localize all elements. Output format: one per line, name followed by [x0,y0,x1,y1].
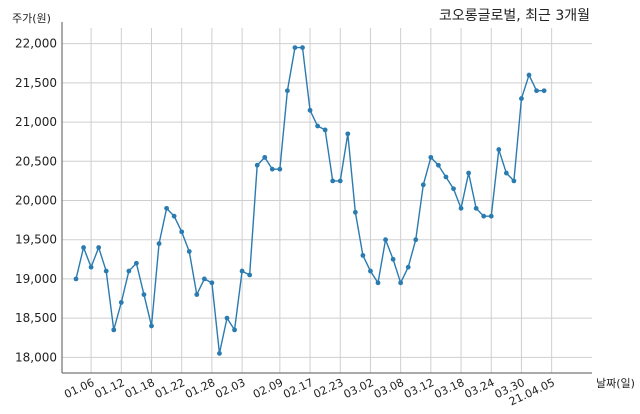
data-point [232,327,237,333]
data-point [254,162,260,168]
x-tick-label: 01.12 [93,376,127,401]
data-point [534,88,539,94]
data-point [330,178,336,184]
data-point [262,154,268,160]
grid [62,28,592,373]
x-tick-label: 03.18 [432,376,466,401]
data-point [473,205,479,211]
x-tick-label: 02.03 [213,376,247,401]
x-tick-label: 03.08 [372,376,406,401]
chart-title: 코오롱글로벌, 최근 3개월 [439,8,590,24]
data-point [111,327,117,333]
data-point [420,182,426,188]
x-tick-label: 02.17 [281,376,315,401]
series [73,45,547,356]
data-point [405,264,411,270]
data-point [300,45,305,51]
data-point [156,241,162,247]
x-axis-label: 날짜(일) [596,376,635,390]
data-point [496,147,502,152]
data-point [269,166,275,172]
data-point [360,252,366,258]
data-point [488,213,494,219]
y-tick-label: 19,000 [15,272,57,286]
data-point [443,174,449,180]
data-point [436,162,441,168]
y-tick-label: 19,500 [15,233,57,247]
data-point [390,256,396,262]
data-point [118,300,124,305]
y-tick-label: 20,000 [15,194,57,208]
data-point [368,268,373,274]
data-point [171,213,177,219]
data-point [134,260,139,266]
data-point [194,292,200,297]
data-point [345,131,351,137]
x-tick-label: 01.28 [183,376,217,401]
data-point [201,276,207,282]
data-point [481,213,487,219]
x-tick-label: 03.24 [462,376,496,401]
data-point [285,88,290,94]
data-point [247,272,253,278]
data-point [526,72,532,78]
data-point [466,170,471,176]
x-tick-label: 01.06 [62,376,96,401]
data-point [541,88,547,94]
y-tick-label: 18,000 [15,350,57,364]
data-point [511,178,517,184]
data-point [315,123,320,129]
data-point [352,209,358,215]
y-tick-label: 21,000 [15,115,57,129]
x-tick-label: 02.23 [311,376,345,401]
data-point [224,315,230,321]
data-point [307,107,313,113]
data-point [458,205,464,211]
data-point [126,268,132,274]
data-point [96,245,102,250]
data-point [217,350,222,356]
data-point [451,186,456,192]
data-point [428,154,434,160]
data-point [141,292,147,297]
data-point [503,170,509,176]
x-tick-label: 03.12 [402,376,436,401]
data-point [519,96,524,101]
data-point [164,205,170,211]
x-tick-label: 01.18 [123,376,157,401]
y-axis-label: 주가(원) [12,12,51,25]
y-tick-label: 18,500 [15,311,57,325]
data-point [337,178,343,184]
data-point [186,249,192,254]
data-point [81,245,86,250]
x-tick-label: 01.22 [153,376,187,401]
y-tick-label: 20,500 [15,154,57,168]
data-point [292,45,298,51]
data-point [277,166,283,172]
x-tick-label: 02.09 [251,376,285,401]
y-ticks: 18,000 18,500 19,000 19,500 20,000 20,500 21,0… [15,37,57,365]
axes [61,22,592,374]
data-point [149,323,154,329]
data-point [413,237,419,243]
data-point [73,276,79,282]
data-point [239,268,245,274]
x-tick-label: 03.02 [342,376,376,401]
y-tick-label: 22,000 [15,37,57,51]
data-point [383,237,388,243]
y-tick-label: 21,500 [15,76,57,90]
data-point [209,280,215,286]
data-point [103,268,109,274]
data-point [88,264,94,270]
data-point [322,127,328,133]
data-point [179,229,185,235]
data-point [398,280,404,286]
data-point [375,280,381,286]
